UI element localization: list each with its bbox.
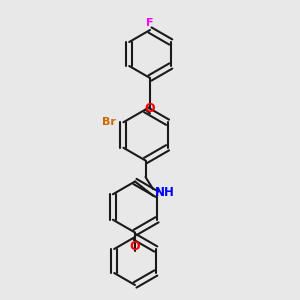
Text: F: F [146, 19, 154, 28]
Text: NH: NH [154, 185, 174, 199]
Text: O: O [145, 101, 155, 115]
Text: O: O [130, 239, 140, 253]
Text: Br: Br [102, 117, 116, 127]
